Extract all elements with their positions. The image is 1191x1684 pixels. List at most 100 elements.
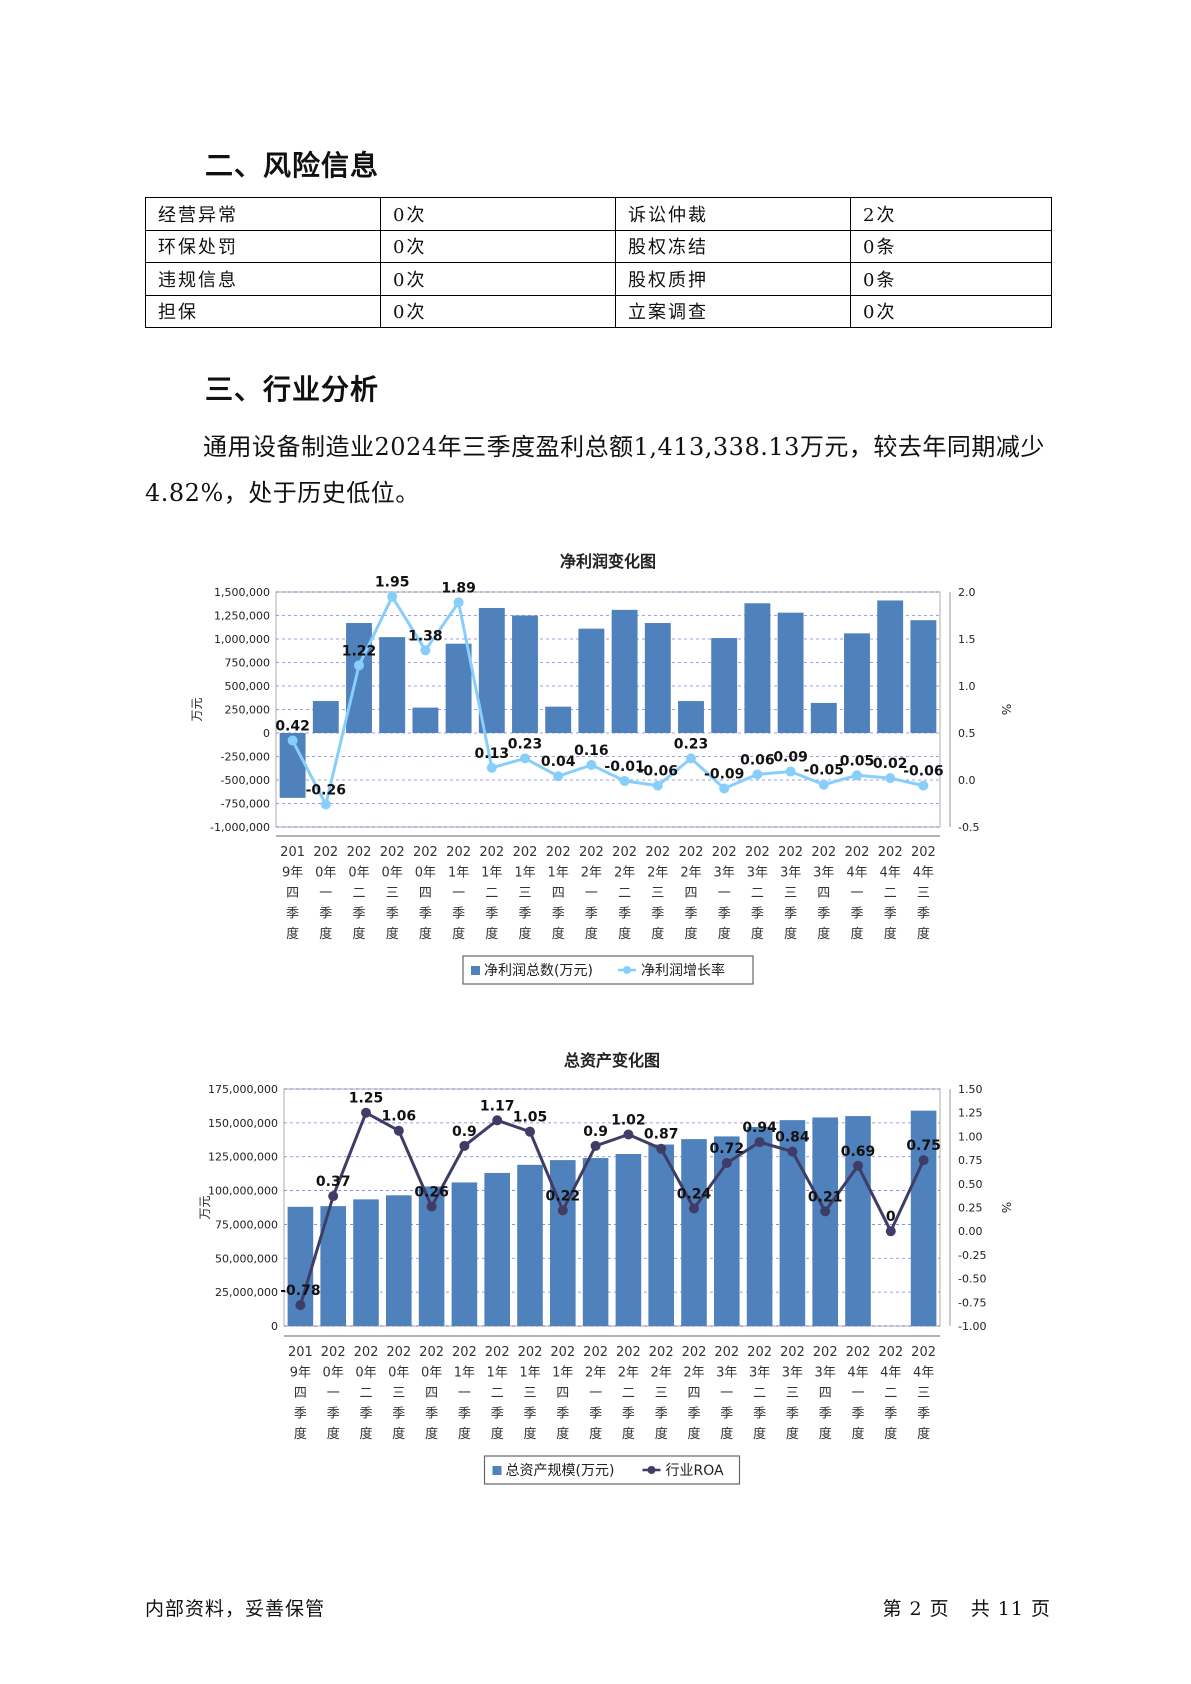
line-point (787, 1146, 798, 1157)
data-label: 1.02 (611, 1113, 646, 1129)
left-tick-label: 250,000 (225, 704, 271, 717)
right-tick-label: 2.0 (958, 586, 976, 599)
line-point (387, 591, 398, 602)
table-cell: 诉讼仲裁 (615, 197, 851, 231)
line-point (525, 1126, 535, 1137)
table-cell: 0条 (850, 229, 1052, 263)
line-point (557, 1205, 568, 1216)
x-tick-label: 202 2年一季度 (583, 1345, 608, 1442)
bar (484, 1172, 510, 1326)
left-tick-label: 500,000 (225, 680, 271, 693)
line-point (486, 762, 497, 773)
table-cell: 股权冻结 (615, 229, 851, 263)
x-tick-label: 202 2年三季度 (649, 1345, 674, 1442)
x-tick-label: 202 1年二季度 (479, 845, 504, 942)
line-point (328, 1191, 339, 1202)
data-label: 0.24 (677, 1186, 712, 1202)
table-cell: 股权质押 (615, 262, 851, 296)
risk-info-table: 经营异常 0次 诉讼仲裁 2次 环保处罚 0次 股权冻结 0条 违规信息 0次 … (145, 197, 1052, 328)
bar (877, 600, 904, 733)
x-tick-label: 202 4年三季度 (911, 1345, 936, 1442)
data-label: 0.23 (674, 736, 709, 752)
line-point (619, 775, 630, 786)
bar (611, 609, 638, 733)
bar (445, 643, 472, 733)
line-point (820, 1206, 831, 1217)
legend-label-line: 行业ROA (666, 1463, 725, 1479)
x-tick-label: 202 2年三季度 (645, 845, 670, 942)
data-label: -0.06 (903, 764, 943, 780)
line-point (852, 770, 862, 781)
x-tick-label: 202 4年二季度 (878, 845, 903, 942)
bar (644, 623, 671, 733)
data-label: 0.84 (775, 1130, 810, 1146)
right-axis-title: % (999, 704, 1013, 715)
line-point (320, 799, 331, 810)
x-tick-label: 202 4年一季度 (846, 1345, 871, 1442)
data-label: 0.23 (508, 736, 543, 752)
line-point (918, 780, 929, 791)
data-label: 0.21 (808, 1189, 843, 1205)
table-cell: 0次 (380, 197, 616, 231)
right-tick-label: -0.25 (958, 1249, 986, 1262)
table-cell: 0次 (380, 229, 616, 263)
legend-label-bar: 总资产规模(万元) (506, 1463, 615, 1479)
data-label: 1.05 (513, 1110, 548, 1126)
x-tick-label: 202 0年二季度 (354, 1345, 379, 1442)
line-point (287, 735, 298, 746)
section-heading-industry: 三、行业分析 (205, 373, 380, 406)
bar (346, 623, 372, 733)
legend-line-marker (623, 966, 631, 974)
right-tick-label: 0.50 (958, 1178, 983, 1191)
data-label: 0.69 (841, 1144, 876, 1160)
series-line (298, 1110, 925, 1306)
table-cell: 2次 (850, 197, 1052, 231)
right-tick-label: 0.25 (958, 1202, 983, 1215)
chart-title: 总资产变化图 (564, 1051, 660, 1070)
left-tick-label: 125,000,000 (208, 1151, 278, 1164)
line-point (721, 1157, 732, 1168)
bar (517, 1164, 543, 1326)
x-tick-label: 202 0年四季度 (419, 1345, 444, 1442)
x-tick-label: 202 1年四季度 (546, 845, 571, 942)
left-tick-label: 1,000,000 (214, 633, 270, 646)
line-point (586, 759, 597, 770)
data-label: -0.05 (804, 763, 844, 779)
x-tick-label: 202 3年三季度 (778, 845, 803, 942)
x-tick-label: 202 0年三季度 (380, 845, 405, 942)
x-tick-label: 202 2年二季度 (612, 845, 637, 942)
x-tick-label: 202 3年四季度 (813, 1345, 838, 1442)
bar (744, 603, 771, 733)
net-profit-chart: 净利润变化图 1,500,000 1,250,000 1,000,000 750,000… (190, 552, 1013, 985)
x-tick-label: 202 3年一季度 (712, 845, 737, 942)
bar (648, 1144, 674, 1326)
x-tick-label: 201 9年四季度 (280, 845, 305, 942)
data-label: 0.26 (414, 1185, 449, 1201)
data-label: 1.17 (480, 1098, 515, 1114)
right-tick-label: 0.5 (958, 727, 976, 740)
table-row: 经营异常 0次 诉讼仲裁 2次 (145, 197, 1052, 231)
table-cell: 0次 (380, 262, 616, 296)
data-label: 0.13 (475, 746, 510, 762)
data-label: 0.04 (541, 754, 576, 770)
x-tick-label: 202 3年二季度 (745, 845, 770, 942)
bar (379, 637, 406, 733)
data-label: 0.06 (740, 752, 775, 768)
data-label: 1.25 (349, 1091, 384, 1107)
legend-label-bar: 净利润总数(万元) (484, 963, 593, 979)
bar (412, 707, 439, 733)
x-tick-label: 202 4年一季度 (845, 845, 870, 942)
x-tick-label: 202 1年二季度 (485, 1345, 510, 1442)
line-point (295, 1300, 306, 1311)
data-label: -0.01 (604, 759, 644, 775)
line-point (885, 773, 896, 784)
legend-bar-swatch (471, 966, 480, 975)
legend-box (462, 955, 754, 985)
bar (478, 607, 505, 733)
line-point (818, 779, 829, 790)
bar (777, 612, 804, 733)
left-tick-label: 25,000,000 (215, 1286, 278, 1299)
chart-title: 净利润变化图 (560, 552, 656, 571)
left-tick-label: 1,250,000 (214, 610, 270, 623)
line-point (689, 1203, 699, 1214)
